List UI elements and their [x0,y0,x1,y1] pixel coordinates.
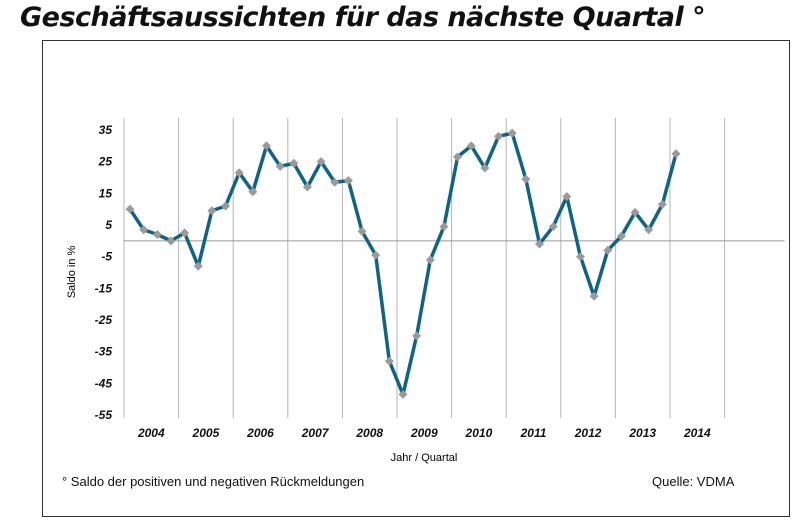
data-point [125,204,135,214]
x-tick-label: 2005 [192,426,220,440]
data-point [207,206,217,216]
x-tick-label: 2009 [410,426,438,440]
y-tick-label: -35 [95,345,113,359]
y-tick-label: 5 [105,218,112,232]
y-tick-label: -55 [95,408,113,422]
data-point [535,239,544,249]
x-tick-label: 2014 [683,426,711,440]
y-axis-label: Saldo in % [66,245,78,298]
data-point [330,177,340,187]
data-point [398,389,408,399]
data-point [616,231,626,241]
data-point [384,356,394,366]
data-point [234,168,244,178]
page-title: Geschäftsaussichten für das nächste Quar… [20,2,706,33]
x-tick-label: 2006 [246,426,274,440]
data-line [128,131,678,397]
y-tick-labels: 35 25 15 5 -5 -15 -25 -35 -45 -55 [95,123,113,422]
y-tick-label: -15 [95,281,113,295]
data-point [343,176,353,186]
data-point [371,250,381,260]
data-point [657,199,667,209]
x-tick-labels: 2004 2005 2006 2007 2008 2009 2010 2011 2012 2013… [137,426,711,440]
y-tick-label: 25 [98,155,113,169]
data-point [589,291,599,301]
data-point [548,222,558,232]
x-tick-label: 2010 [465,426,493,440]
data-point [439,222,449,232]
data-point [139,225,149,235]
x-tick-label: 2011 [520,426,547,440]
data-point [275,161,285,171]
data-point [562,192,572,201]
data-point [603,245,613,255]
data-point [466,141,476,151]
data-point [248,187,258,197]
data-point [425,255,435,265]
data-point [302,182,312,192]
data-point [575,252,585,262]
x-tick-label: 2013 [628,426,656,440]
data-point [507,128,517,138]
x-tick-label: 2012 [574,426,602,440]
data-point [193,261,203,271]
data-point [262,141,271,151]
x-axis-label: Jahr / Quartal [391,452,458,464]
data-point [644,225,654,235]
y-tick-label: -5 [101,250,112,264]
data-point [289,158,299,168]
footnote: ° Saldo der positiven und negativen Rück… [62,474,365,489]
data-point [412,331,422,341]
data-point [357,226,367,236]
y-tick-label: -25 [95,313,113,327]
y-tick-label: 15 [99,186,113,200]
x-tick-label: 2007 [301,426,330,440]
data-point [180,228,190,238]
x-tick-label: 2004 [137,426,165,440]
source-note: Quelle: VDMA [652,474,735,489]
data-point [453,152,463,162]
data-point [221,201,231,211]
data-point [494,131,504,141]
data-point [316,157,326,167]
data-point [671,149,681,159]
data-point [480,163,490,173]
data-point [630,207,640,217]
y-tick-label: -45 [95,376,113,390]
data-point [152,230,162,239]
series [125,128,681,399]
data-point [166,236,176,246]
data-point [521,174,531,184]
grid [123,118,785,418]
y-tick-label: 35 [99,123,113,137]
chart-frame [42,40,790,517]
x-tick-label: 2008 [355,426,383,440]
